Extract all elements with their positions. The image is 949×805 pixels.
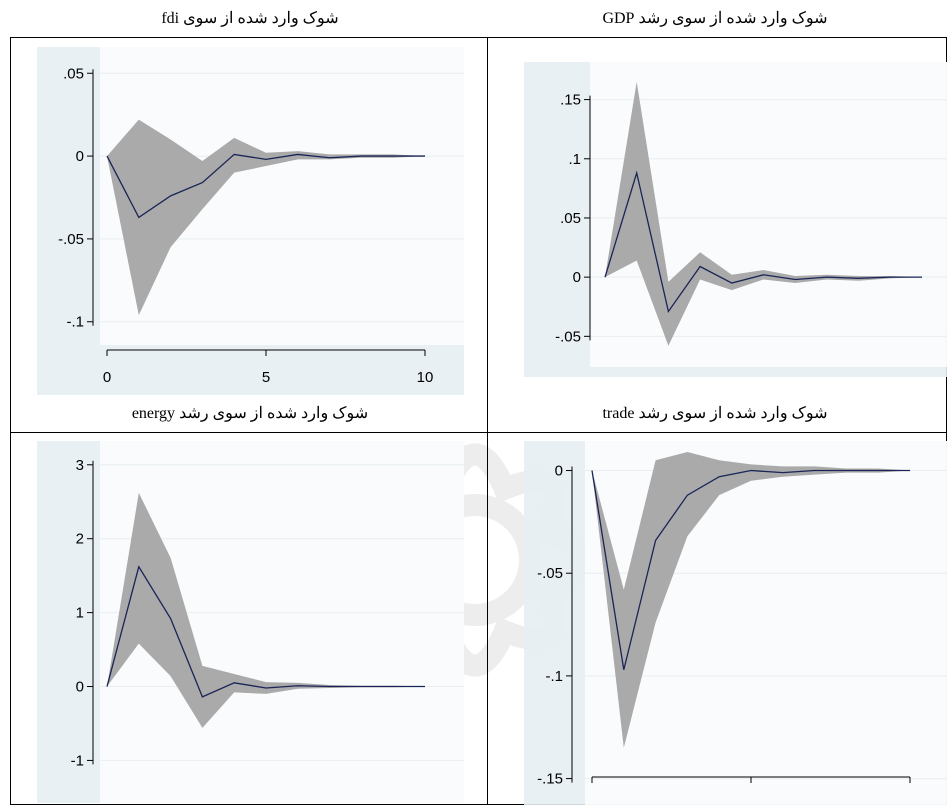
confidence-band <box>605 81 922 346</box>
response-line <box>604 170 922 314</box>
y-tick-label: -.1 <box>545 668 563 685</box>
response-line <box>106 565 425 698</box>
y-tick-label: -.15 <box>537 771 563 788</box>
response-line <box>106 153 425 219</box>
y-tick-label: 1 <box>76 605 84 622</box>
table-row-divider <box>10 432 947 433</box>
confidence-band <box>592 452 910 748</box>
confidence-band <box>107 492 425 728</box>
y-tick-label: -1 <box>71 752 84 769</box>
caption-trade: شوک وارد شده از سوی رشد trade <box>602 405 828 422</box>
caption-fdi: شوک وارد شده از سوی fdi <box>161 10 339 27</box>
y-tick-label: 0 <box>76 148 84 165</box>
y-tick-label: 0 <box>573 269 581 286</box>
y-tick-label: .1 <box>568 151 581 168</box>
y-tick-label: 0 <box>76 679 84 696</box>
x-tick-label: 10 <box>417 369 434 386</box>
y-tick-label: .15 <box>560 92 581 109</box>
x-tick-label: 5 <box>262 369 270 386</box>
y-tick-label: 3 <box>76 457 84 474</box>
confidence-band <box>107 119 425 316</box>
table-column-divider <box>487 37 488 805</box>
y-tick-label: .05 <box>63 65 84 82</box>
y-tick-label: 2 <box>76 531 84 548</box>
y-tick-label: 0 <box>555 463 563 480</box>
caption-energy: شوک وارد شده از سوی رشد energy <box>131 405 369 422</box>
x-tick-label: 0 <box>103 369 111 386</box>
caption-gdp: شوک وارد شده از سوی رشد GDP <box>602 10 828 27</box>
y-tick-label: -.05 <box>58 231 84 248</box>
y-tick-label: .05 <box>560 210 581 227</box>
y-tick-label: -.1 <box>66 314 84 331</box>
y-tick-label: -.05 <box>555 328 581 345</box>
y-tick-label: -.05 <box>537 565 563 582</box>
response-line <box>591 469 910 670</box>
